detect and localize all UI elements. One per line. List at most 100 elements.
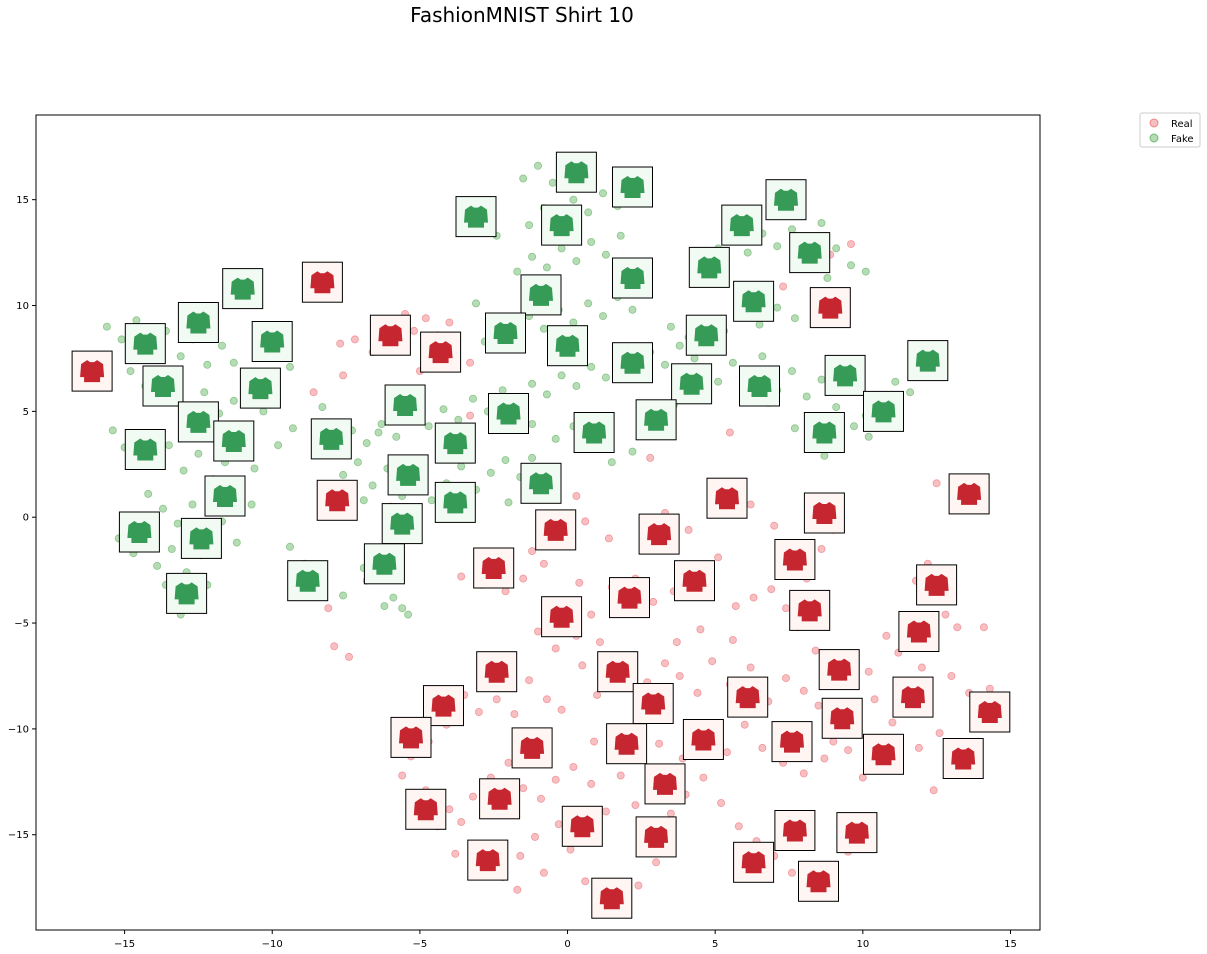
- scatter-point-fake: [790, 424, 799, 433]
- thumbnail-real: [479, 778, 521, 820]
- thumbnail-fake: [612, 166, 653, 208]
- scatter-point-real: [947, 672, 956, 681]
- scatter-point-fake: [528, 379, 537, 388]
- shirt-icon: [774, 188, 798, 211]
- scatter-point-fake: [144, 489, 153, 498]
- thumbnail-fake: [142, 365, 184, 407]
- scatter-point-fake: [368, 481, 377, 490]
- scatter-point-real: [728, 636, 737, 645]
- thumbnail-real: [942, 738, 984, 779]
- scatter-point-fake: [164, 441, 173, 450]
- scatter-point-real: [699, 773, 708, 782]
- scatter-point-real: [519, 784, 528, 793]
- scatter-point-fake: [173, 519, 182, 528]
- y-tick-label: −5: [14, 619, 29, 630]
- scatter-point-fake: [628, 447, 637, 456]
- thumbnail-fake: [213, 420, 255, 462]
- scatter-point-real: [451, 849, 460, 858]
- scatter-point-real: [758, 743, 767, 752]
- scatter-point-fake: [359, 496, 368, 505]
- thumbnail-frame: [488, 393, 529, 434]
- scatter-point-fake: [153, 561, 162, 570]
- shirt-icon: [189, 527, 214, 550]
- thumbnail-fake: [180, 517, 222, 559]
- y-axis: −15 −10 −5 0 5 10 15: [8, 195, 36, 841]
- thumbnail-fake: [721, 204, 763, 246]
- scatter-point-real: [581, 877, 590, 886]
- scatter-point-real: [501, 587, 510, 596]
- thumbnail-fake: [177, 302, 219, 343]
- scatter-point-fake: [288, 424, 297, 433]
- thumbnail-real: [316, 479, 358, 521]
- shirt-icon: [741, 851, 766, 874]
- scatter-point-fake: [587, 362, 596, 371]
- thumbnail-fake: [455, 196, 497, 238]
- scatter-point-fake: [167, 545, 176, 554]
- scatter-point-fake: [557, 244, 566, 253]
- scatter-point-real: [398, 771, 407, 780]
- shirt-icon: [812, 421, 837, 444]
- scatter-point-real: [932, 479, 941, 488]
- thumbnail-fake: [166, 572, 208, 614]
- scatter-point-real: [858, 773, 867, 782]
- thumbnail-real: [473, 547, 515, 589]
- legend: Real Fake: [1139, 112, 1201, 148]
- scatter-point-real: [684, 525, 693, 534]
- shirt-icon: [481, 557, 506, 579]
- scatter-point-fake: [542, 390, 551, 399]
- scatter-point-real: [814, 701, 823, 710]
- scatter-point-fake: [200, 388, 209, 397]
- shirt-icon: [812, 502, 837, 524]
- thumbnail-real: [898, 611, 940, 652]
- scatter-point-fake: [457, 462, 466, 471]
- thumbnail-frame: [251, 321, 293, 362]
- shirt-icon: [260, 330, 285, 353]
- shirt-icon: [230, 277, 255, 300]
- scatter-point-fake: [607, 458, 616, 467]
- legend-marker-fake: [1149, 133, 1159, 143]
- scatter-point-fake: [353, 458, 362, 467]
- shirt-icon: [827, 658, 852, 681]
- scatter-point-real: [457, 818, 466, 827]
- scatter-point-real: [575, 578, 584, 587]
- scatter-point-fake: [788, 367, 797, 376]
- scatter-point-fake: [675, 341, 684, 350]
- scatter-point-real: [646, 453, 655, 462]
- shirt-icon: [957, 482, 982, 505]
- scatter-point-real: [445, 805, 454, 814]
- chart-title: FashionMNIST Shirt 10: [410, 3, 634, 27]
- x-tick-label: 10: [856, 939, 869, 950]
- shirt-icon: [747, 375, 772, 397]
- scatter-point-real: [811, 646, 820, 655]
- scatter-point-fake: [232, 538, 241, 547]
- scatter-point-fake: [773, 303, 782, 312]
- shirt-icon: [830, 707, 855, 730]
- thumbnail-fake: [434, 481, 476, 523]
- shirt-icon: [679, 372, 704, 395]
- thumbnail-frame: [644, 763, 686, 805]
- thumbnail-fake: [251, 321, 293, 362]
- scatter-point-fake: [832, 244, 841, 253]
- x-tick-label: 0: [564, 939, 570, 950]
- thumbnail-real: [798, 860, 839, 902]
- scatter-point-fake: [362, 439, 371, 448]
- thumbnail-real: [632, 683, 674, 724]
- thumbnail-fake: [863, 390, 904, 432]
- shirt-icon: [133, 438, 158, 461]
- scatter-point-real: [723, 748, 732, 757]
- scatter-point-real: [466, 411, 475, 420]
- thumbnail-real: [369, 314, 411, 356]
- scatter-point-real: [782, 674, 791, 683]
- shirt-icon: [782, 819, 807, 842]
- thumbnail-fake: [488, 393, 529, 434]
- shirt-icon: [797, 241, 822, 264]
- scatter-point-fake: [203, 360, 212, 369]
- scatter-point-fake: [339, 591, 348, 600]
- scatter-point-fake: [572, 381, 581, 390]
- scatter-point-fake: [250, 464, 259, 473]
- scatter-point-fake: [661, 360, 670, 369]
- scatter-point-fake: [584, 299, 593, 308]
- scatter-point-fake: [424, 422, 433, 431]
- thumbnail-fake: [310, 418, 352, 460]
- scatter-point-fake: [628, 305, 637, 314]
